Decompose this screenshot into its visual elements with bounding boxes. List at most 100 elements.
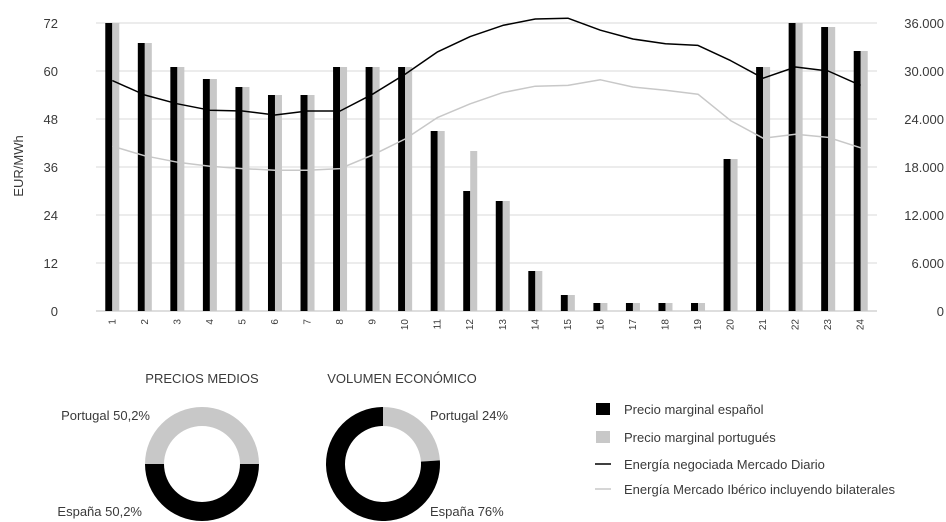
x-tick-label: 6	[270, 319, 281, 325]
legend-label: Energía negociada Mercado Diario	[624, 457, 825, 472]
x-tick-label: 1	[107, 319, 118, 325]
bar-portugal	[665, 303, 673, 311]
bar-spain	[658, 303, 666, 311]
bar-spain	[267, 95, 275, 311]
bar-portugal	[828, 27, 836, 311]
left-tick-label: 0	[51, 304, 58, 319]
bar-portugal	[795, 23, 803, 311]
bar-portugal	[502, 201, 510, 311]
donut-slice-label: España 50,2%	[57, 504, 142, 519]
right-tick-label: 36.000	[904, 16, 944, 31]
bar-spain	[333, 67, 341, 311]
bar-spain	[593, 303, 601, 311]
right-tick-label: 18.000	[904, 160, 944, 175]
bar-portugal	[535, 271, 543, 311]
bar-spain	[756, 67, 764, 311]
line-series	[111, 17, 862, 171]
bar-portugal	[632, 303, 640, 311]
bar-portugal	[437, 131, 445, 311]
x-tick-label: 18	[661, 319, 672, 331]
right-tick-label: 0	[937, 304, 944, 319]
left-tick-label: 72	[44, 16, 58, 31]
x-tick-label: 15	[563, 319, 574, 331]
donut-slice-label: Portugal 50,2%	[61, 408, 150, 423]
bar-portugal	[698, 303, 706, 311]
bar-spain	[235, 87, 243, 311]
right-tick-label: 12.000	[904, 208, 944, 223]
bar-spain	[495, 201, 503, 311]
bar-spain	[528, 271, 536, 311]
legend: Precio marginal español Precio marginal p…	[595, 402, 895, 497]
left-tick-label: 12	[44, 256, 58, 271]
bar-spain	[137, 43, 145, 311]
bar-portugal	[730, 159, 738, 311]
bar-spain	[463, 191, 471, 311]
x-tick-label: 12	[465, 319, 476, 331]
left-tick-label: 48	[44, 112, 58, 127]
bar-spain	[365, 67, 373, 311]
donut-slice-label: España 76%	[430, 504, 504, 519]
line-energia-diario	[111, 17, 862, 116]
donut-slice-label: Portugal 24%	[430, 408, 508, 423]
x-tick-label: 2	[140, 319, 151, 325]
x-tick-label: 11	[433, 319, 444, 330]
x-tick-label: 3	[172, 319, 183, 325]
bar-spain	[430, 131, 438, 311]
bar-spain	[691, 303, 699, 311]
bar-portugal	[567, 295, 575, 311]
x-tick-label: 14	[530, 319, 541, 331]
x-tick-label: 9	[368, 319, 379, 325]
x-tick-label: 23	[823, 319, 834, 331]
x-tick-label: 16	[595, 319, 606, 331]
left-tick-label: 24	[44, 208, 58, 223]
bar-portugal	[372, 67, 380, 311]
x-tick-label: 5	[237, 319, 248, 325]
donut-title: PRECIOS MEDIOS	[145, 371, 259, 386]
bar-portugal	[274, 95, 282, 311]
right-axis-ticks: 0 6.000 12.000 18.000 24.000 30.000 36.000	[904, 16, 944, 319]
bar-portugal	[112, 23, 120, 311]
legend-label: Precio marginal portugués	[624, 430, 776, 445]
donut-charts: PRECIOS MEDIOS Portugal 50,2% España 50,2%…	[57, 371, 508, 521]
x-tick-label: 4	[205, 319, 216, 325]
bar-spain	[625, 303, 633, 311]
x-tick-label: 20	[726, 319, 737, 331]
bar-spain	[398, 67, 406, 311]
bar-portugal	[860, 51, 868, 311]
bar-portugal	[763, 67, 771, 311]
bar-spain	[300, 95, 308, 311]
legend-swatch	[596, 403, 610, 415]
legend-swatch	[596, 431, 610, 443]
legend-label: Precio marginal español	[624, 402, 764, 417]
bar-portugal	[307, 95, 315, 311]
donut-slice	[145, 464, 259, 521]
donut-title: VOLUMEN ECONÓMICO	[327, 371, 477, 386]
line-energia-iberico	[112, 79, 861, 171]
bar-portugal	[405, 67, 413, 311]
left-tick-label: 36	[44, 160, 58, 175]
x-tick-label: 21	[758, 319, 769, 331]
donut-slice	[145, 407, 259, 464]
bar-spain	[821, 27, 829, 311]
bar-spain	[853, 51, 861, 311]
x-tick-label: 22	[791, 319, 802, 331]
left-tick-label: 60	[44, 64, 58, 79]
x-tick-label: 13	[498, 319, 509, 331]
left-axis-ticks: 0 12 24 36 48 60 72	[44, 16, 58, 319]
right-tick-label: 24.000	[904, 112, 944, 127]
bar-portugal	[144, 43, 152, 311]
legend-label: Energía Mercado Ibérico incluyendo bilat…	[624, 482, 895, 497]
bar-series	[105, 23, 868, 311]
bar-spain	[723, 159, 731, 311]
bar-portugal	[209, 79, 217, 311]
bar-portugal	[242, 87, 250, 311]
bar-spain	[202, 79, 210, 311]
y-axis-title: EUR/MWh	[11, 135, 26, 196]
donut-slice	[383, 407, 440, 462]
right-tick-label: 6.000	[911, 256, 944, 271]
bar-portugal	[470, 151, 478, 311]
bar-spain	[170, 67, 178, 311]
donut-slice	[325, 407, 440, 521]
bar-portugal	[600, 303, 608, 311]
